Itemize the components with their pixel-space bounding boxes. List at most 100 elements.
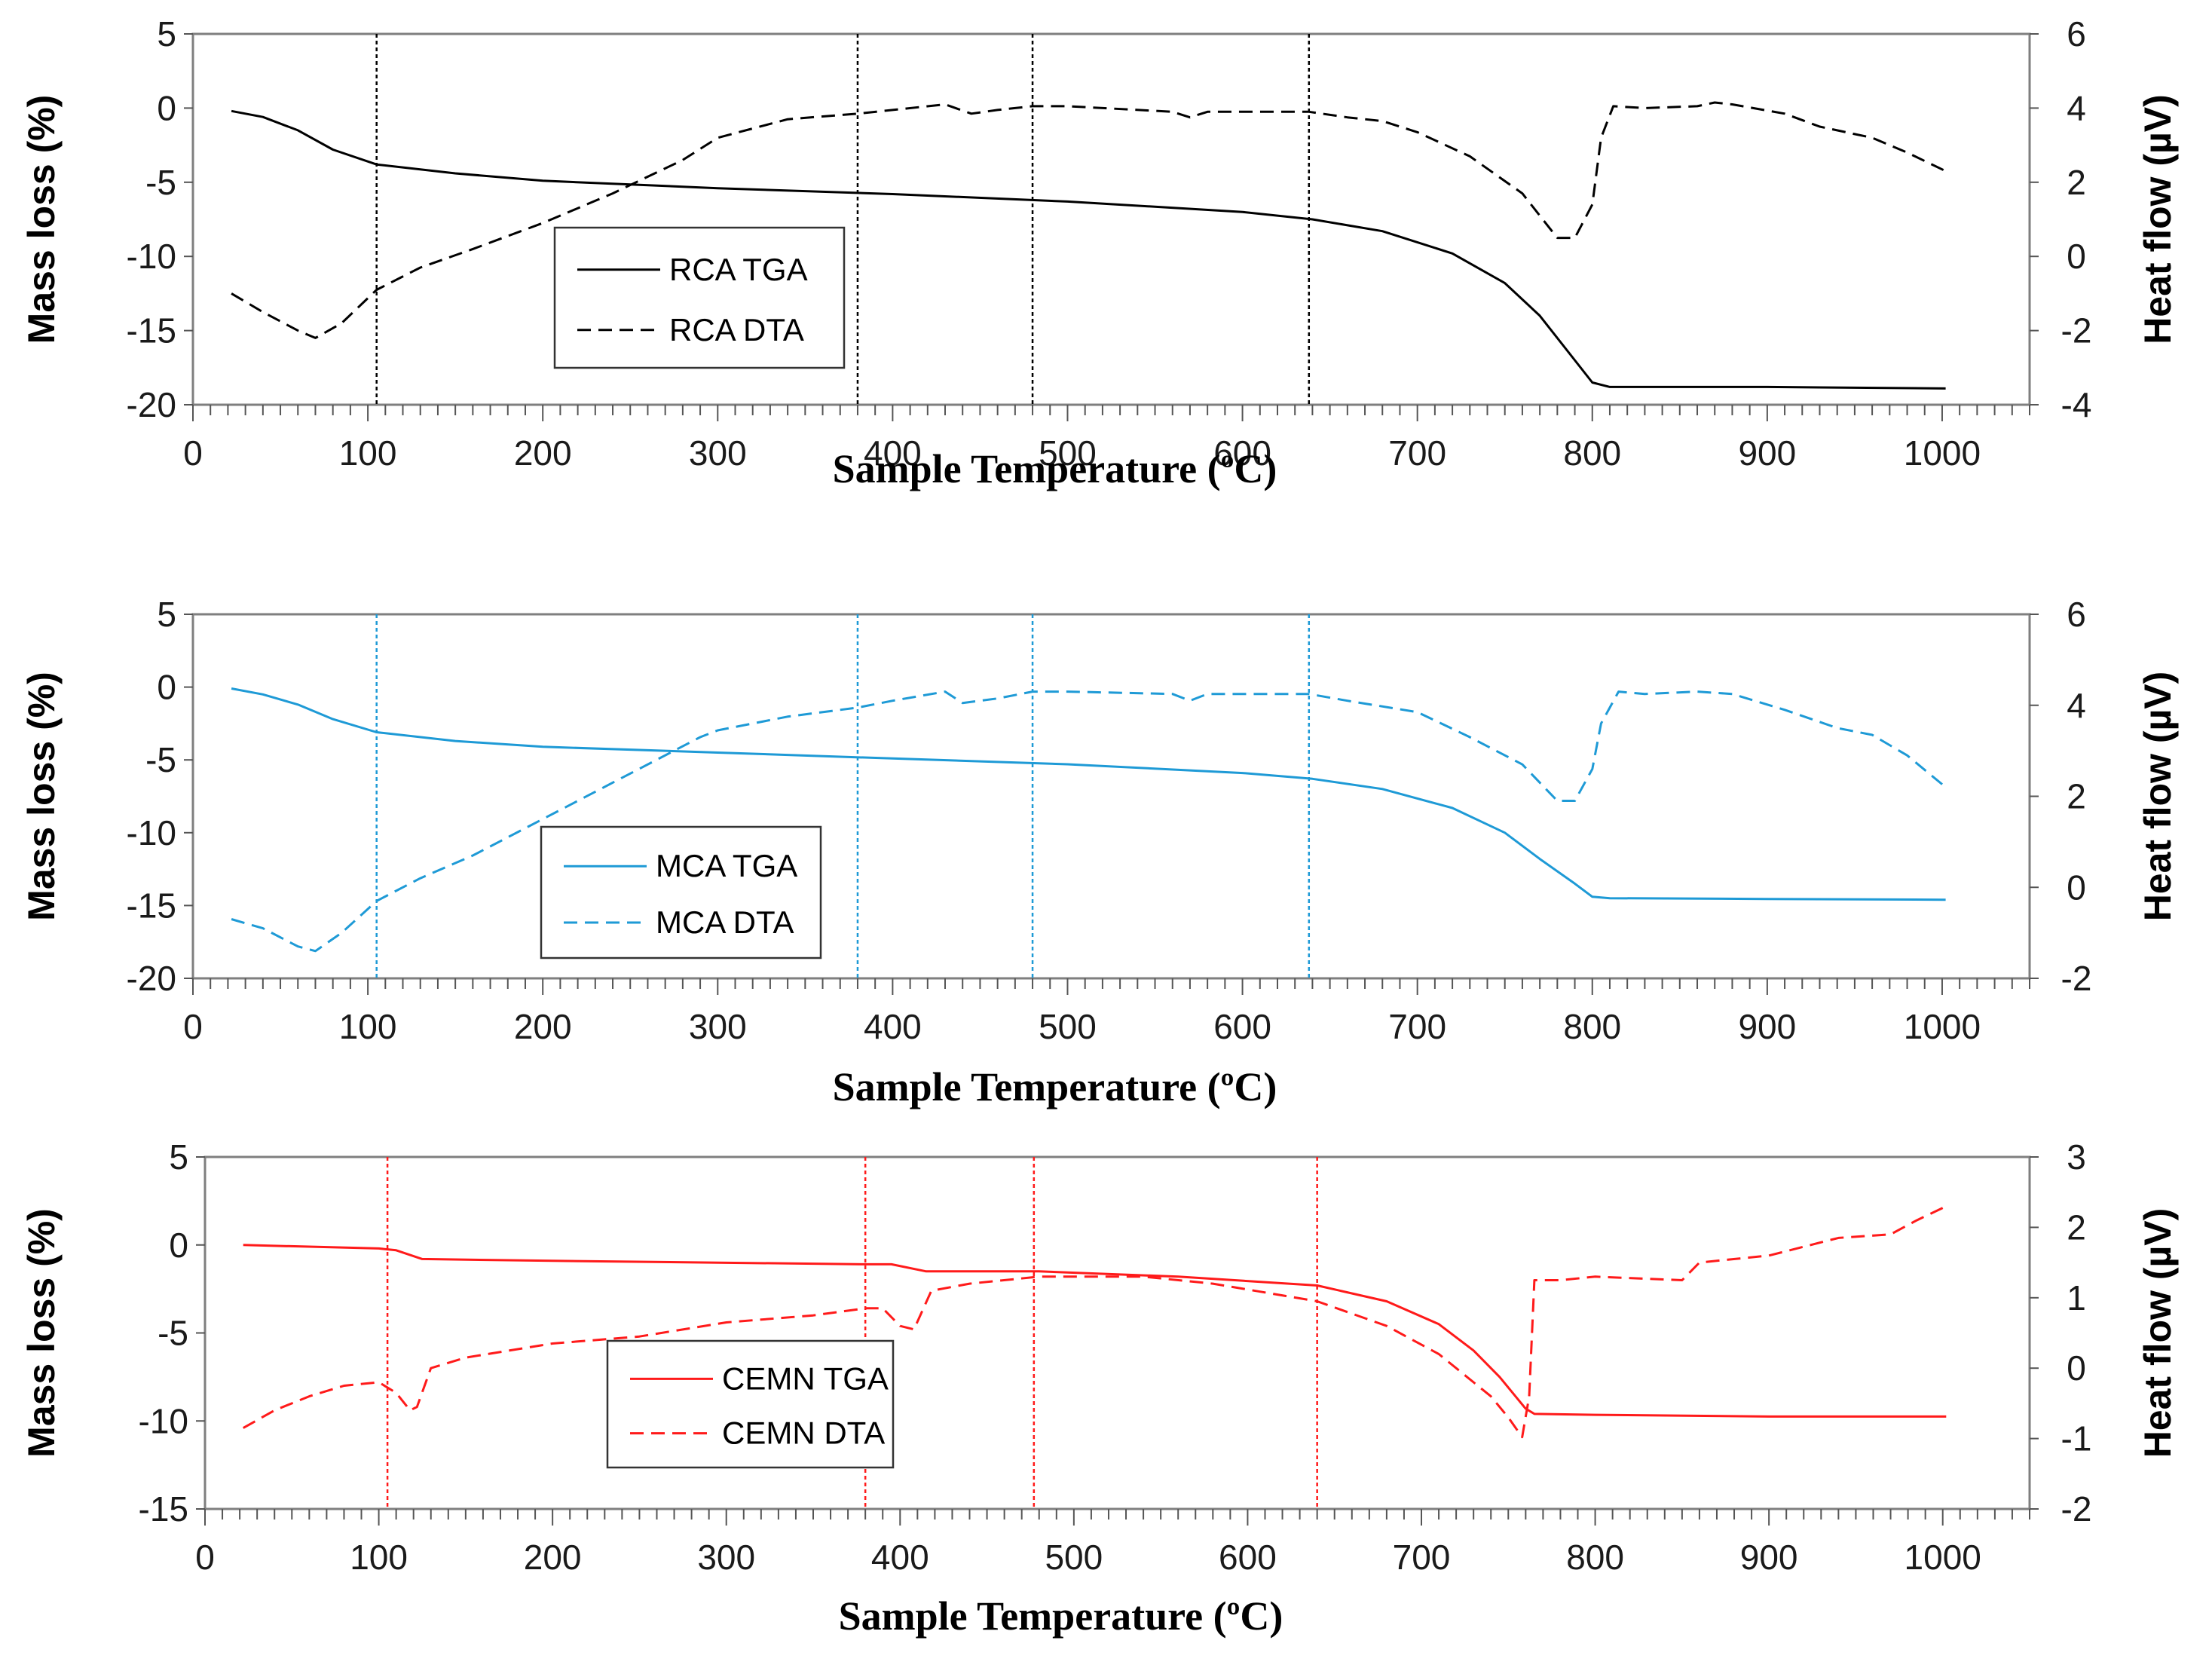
x-tick-label: 400 bbox=[864, 1007, 922, 1046]
y2-tick-label: 2 bbox=[2067, 777, 2086, 816]
y-tick-label: -5 bbox=[145, 740, 176, 779]
x-tick-label: 600 bbox=[1213, 1007, 1271, 1046]
x-tick-label: 900 bbox=[1740, 1538, 1798, 1577]
x-tick-label: 200 bbox=[514, 433, 572, 473]
series-line-rca-tga bbox=[231, 109, 1946, 390]
y2-tick-label: -2 bbox=[2061, 311, 2092, 350]
x-tick-label: 100 bbox=[350, 1538, 408, 1577]
y-tick-label: -15 bbox=[139, 1489, 188, 1529]
legend-label: MCA TGA bbox=[656, 848, 797, 883]
x-tick-label: 400 bbox=[864, 433, 922, 473]
series-line-cemn-tga bbox=[243, 1244, 1947, 1418]
x-tick-label: 600 bbox=[1219, 1538, 1277, 1577]
x-tick-label: 600 bbox=[1213, 433, 1271, 473]
y-tick-label: -5 bbox=[158, 1314, 188, 1353]
series-line-rca-dta bbox=[231, 101, 1947, 339]
x-tick-label: 500 bbox=[1039, 433, 1097, 473]
legend-box bbox=[606, 1339, 895, 1469]
y-tick-label: 0 bbox=[157, 88, 176, 127]
x-tick-label: 1000 bbox=[1905, 1538, 1981, 1577]
y2-tick-label: 6 bbox=[2067, 595, 2086, 634]
y2-tick-label: 0 bbox=[2067, 237, 2086, 276]
x-axis-ticks bbox=[192, 978, 2030, 995]
y-tick-label: 5 bbox=[157, 595, 176, 634]
y-tick-label: -20 bbox=[127, 385, 176, 424]
x-tick-label: 800 bbox=[1566, 1538, 1624, 1577]
legend-label: RCA DTA bbox=[669, 312, 804, 347]
x-axis-ticks bbox=[192, 405, 2030, 421]
y-axis-title: Mass loss (%) bbox=[20, 95, 63, 344]
y-tick-label: -10 bbox=[127, 813, 176, 852]
y2-axis-title: Heat flow (µV) bbox=[2137, 94, 2179, 344]
x-tick-label: 200 bbox=[524, 1538, 582, 1577]
legend-box bbox=[540, 825, 822, 959]
y-tick-label: 5 bbox=[169, 1137, 188, 1177]
y-tick-label: -15 bbox=[127, 886, 176, 925]
x-tick-label: 300 bbox=[689, 433, 747, 473]
chart-panel-mca: 0 100 200 300 400 500 600 700 800 900 1000 5 0 -5 -10 -… bbox=[20, 595, 2179, 1109]
legend-box bbox=[553, 226, 846, 369]
y2-tick-label: 2 bbox=[2067, 163, 2086, 202]
y-tick-label: -10 bbox=[139, 1401, 188, 1440]
legend-label: CEMN TGA bbox=[722, 1360, 889, 1396]
x-tick-label: 700 bbox=[1393, 1538, 1451, 1577]
x-axis-title: Sample Temperature (ºC) bbox=[833, 446, 1277, 491]
x-tick-label: 0 bbox=[195, 1538, 215, 1577]
y2-tick-label: 0 bbox=[2067, 1348, 2086, 1388]
plot-area bbox=[191, 32, 2031, 406]
y2-tick-label: 3 bbox=[2067, 1137, 2086, 1177]
series-line-cemn-dta bbox=[242, 1205, 1947, 1439]
x-tick-label: 800 bbox=[1563, 1007, 1621, 1046]
legend: RCA TGA RCA DTA bbox=[553, 226, 846, 369]
y-axis-title: Mass loss (%) bbox=[20, 672, 63, 921]
x-axis-title: Sample Temperature (ºC) bbox=[839, 1593, 1283, 1639]
y2-tick-label: -2 bbox=[2061, 1489, 2092, 1529]
y2-tick-label: -1 bbox=[2061, 1419, 2092, 1458]
y2-axis-title: Heat flow (µV) bbox=[2137, 672, 2179, 922]
x-tick-label: 700 bbox=[1388, 433, 1446, 473]
x-tick-label: 0 bbox=[183, 433, 203, 473]
y2-tick-label: 2 bbox=[2067, 1207, 2086, 1247]
y2-axis-title: Heat flow (µV) bbox=[2137, 1208, 2179, 1458]
x-axis-title: Sample Temperature (ºC) bbox=[833, 1064, 1277, 1109]
chart-panel-cemn: 0 100 200 300 400 500 600 700 800 900 1000 5 0 -5 -10 -… bbox=[20, 1137, 2179, 1639]
x-tick-label: 1000 bbox=[1904, 433, 1981, 473]
x-tick-label: 700 bbox=[1388, 1007, 1446, 1046]
legend-label: RCA TGA bbox=[669, 252, 808, 287]
series-line-mca-dta bbox=[231, 690, 1947, 953]
y2-tick-label: 0 bbox=[2067, 868, 2086, 907]
x-tick-label: 1000 bbox=[1904, 1007, 1981, 1046]
legend-label: CEMN DTA bbox=[722, 1415, 885, 1451]
y-tick-label: 5 bbox=[157, 14, 176, 54]
x-tick-label: 400 bbox=[871, 1538, 929, 1577]
legend: CEMN TGA CEMN DTA bbox=[606, 1339, 895, 1469]
y-tick-label: -5 bbox=[145, 163, 176, 202]
x-tick-label: 0 bbox=[183, 1007, 203, 1046]
y2-tick-label: -2 bbox=[2061, 959, 2092, 998]
plot-area bbox=[203, 1155, 2031, 1510]
x-tick-label: 500 bbox=[1045, 1538, 1103, 1577]
x-tick-label: 500 bbox=[1039, 1007, 1097, 1046]
x-tick-label: 200 bbox=[514, 1007, 572, 1046]
y2-tick-label: -4 bbox=[2061, 385, 2092, 424]
y-tick-label: -20 bbox=[127, 959, 176, 998]
x-tick-label: 800 bbox=[1563, 433, 1621, 473]
x-tick-label: 100 bbox=[339, 1007, 397, 1046]
x-tick-label: 300 bbox=[697, 1538, 755, 1577]
y-tick-label: -15 bbox=[127, 311, 176, 350]
x-tick-label: 100 bbox=[339, 433, 397, 473]
y2-tick-label: 1 bbox=[2067, 1278, 2086, 1318]
chart-panel-rca: 0 100 200 300 400 500 600 700 800 900 1000 5 0 -5 -10 -… bbox=[20, 14, 2179, 491]
x-tick-label: 300 bbox=[689, 1007, 747, 1046]
legend-label: MCA DTA bbox=[656, 904, 794, 940]
y-tick-label: -10 bbox=[127, 237, 176, 276]
y2-tick-label: 4 bbox=[2067, 88, 2086, 127]
x-axis-ticks bbox=[204, 1509, 2030, 1526]
legend: MCA TGA MCA DTA bbox=[540, 825, 822, 959]
y-axis-title: Mass loss (%) bbox=[20, 1208, 63, 1458]
y2-tick-label: 4 bbox=[2067, 686, 2086, 725]
x-tick-label: 900 bbox=[1738, 1007, 1796, 1046]
y2-tick-label: 6 bbox=[2067, 14, 2086, 54]
series-line-mca-tga bbox=[231, 687, 1946, 901]
